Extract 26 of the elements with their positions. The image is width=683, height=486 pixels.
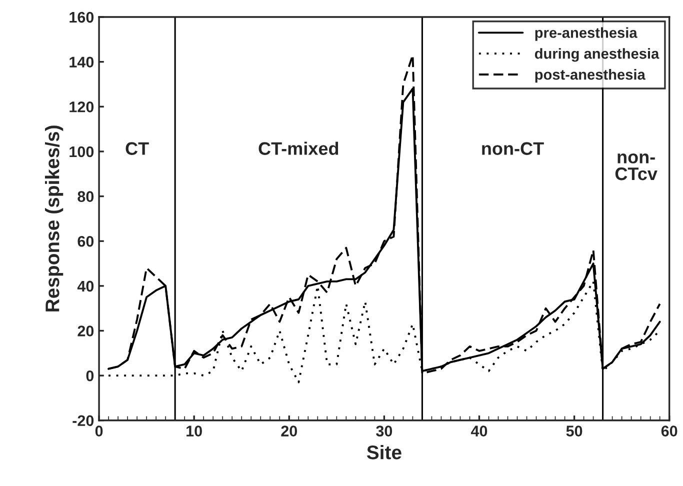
annotation: CT-mixed [258, 142, 338, 155]
x-tick-label: 0 [95, 426, 103, 436]
y-tick-label: 0 [86, 370, 94, 382]
y-tick-label: 80 [78, 191, 94, 202]
y-axis-title: Response (spikes/s) [45, 126, 64, 312]
y-tick-label: 140 [70, 56, 94, 68]
y-tick-label: 100 [70, 146, 94, 158]
x-axis-title: Site [366, 445, 402, 460]
x-tick-label: 40 [470, 426, 488, 436]
annotation: non- CTcv [615, 153, 658, 180]
x-tick-label: 30 [376, 426, 392, 436]
y-tick-label: -20 [72, 415, 94, 426]
legend-label: during anesthesia [534, 48, 660, 62]
y-tick-label: 120 [70, 102, 94, 112]
y-tick-label: 160 [70, 12, 94, 23]
y-tick-label: 40 [77, 280, 94, 292]
legend-label: pre-anesthesia [535, 27, 638, 41]
y-tick-label: 20 [78, 326, 94, 336]
x-tick-label: 60 [661, 426, 678, 436]
x-tick-label: 50 [566, 426, 582, 436]
annotation: non-CT [482, 142, 544, 155]
y-tick-label: 60 [78, 236, 94, 247]
x-tick-label: 20 [281, 426, 298, 436]
x-tick-label: 10 [186, 426, 202, 436]
annotation: CT [126, 142, 149, 155]
legend-label: post-anesthesia [535, 69, 646, 83]
